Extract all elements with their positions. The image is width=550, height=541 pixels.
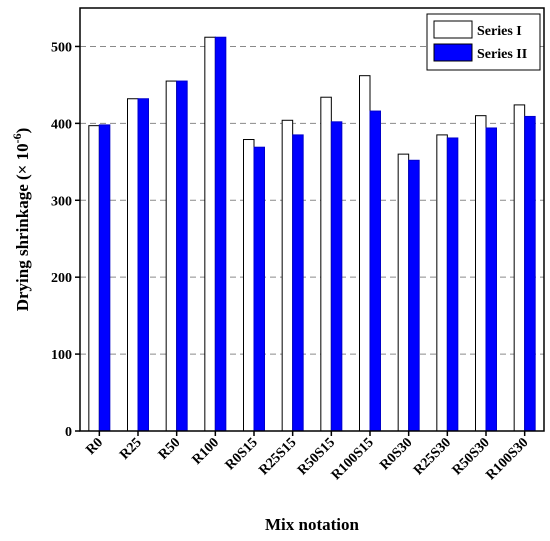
y-axis-title-exponent: -6: [10, 133, 24, 143]
y-tick-label: 400: [51, 117, 72, 132]
x-tick-label-R100S30: R100S30: [483, 435, 531, 483]
bar-series-2-R25: [137, 98, 149, 432]
bar-series-2-R100S30: [524, 115, 536, 432]
x-tick-label-R25S15: R25S15: [256, 435, 299, 478]
x-tick-label-R25: R25: [117, 435, 145, 463]
legend-label-series-2: Series II: [477, 47, 527, 62]
x-tick-label-R0: R0: [83, 435, 106, 458]
bar-series-1-R50S30: [475, 115, 487, 432]
plot-frame: [79, 7, 545, 432]
bar-series-2-R100S15: [369, 110, 381, 432]
x-tick-label-R50: R50: [156, 435, 184, 463]
bar-series-2-R0S15: [253, 146, 265, 432]
bar-series-1-R50S15: [320, 96, 332, 432]
gridlines: [80, 45, 544, 355]
bar-series-1-R0S30: [397, 153, 410, 432]
y-tick-label: 300: [51, 194, 72, 209]
y-tick-label: 0: [65, 425, 72, 440]
legend: Series I Series II: [426, 13, 541, 71]
bar-series-1-R25S30: [436, 134, 448, 432]
bar-series-2-R25S15: [292, 134, 304, 432]
bar-series-1-R0S15: [243, 139, 255, 432]
y-tick-label: 200: [51, 271, 72, 286]
bar-series-2-R0: [98, 124, 111, 432]
bar-series-2-R25S30: [446, 137, 459, 432]
legend-swatch-series-1: [433, 20, 473, 39]
x-axis-title: Mix notation: [265, 515, 360, 534]
bar-series-2-R100: [214, 36, 227, 432]
y-axis-title-close: ): [13, 128, 32, 134]
x-tick-label-R25S30: R25S30: [411, 435, 454, 478]
y-axis-title-main: Drying shrinkage (× 10: [13, 143, 32, 311]
bar-series-1-R25S15: [281, 119, 294, 432]
y-tick-label: 500: [51, 40, 72, 55]
bar-series-2-R50S30: [485, 127, 497, 432]
y-tick-label: 100: [51, 348, 72, 363]
bar-series-1-R50: [165, 80, 178, 432]
x-tick-label-R100: R100: [190, 435, 223, 468]
bar-series-1-R25: [127, 98, 139, 432]
bar-series-1-R100S15: [359, 75, 371, 432]
bar-series-1-R0: [88, 125, 100, 432]
legend-swatch-series-2: [433, 43, 473, 62]
y-axis-title: Drying shrinkage (× 10-6): [10, 128, 32, 312]
bars: [88, 36, 536, 432]
bar-series-2-R50: [176, 80, 188, 432]
bar-series-2-R0S30: [408, 159, 420, 432]
bar-series-1-R100: [204, 36, 216, 432]
bar-series-1-R100S30: [513, 104, 526, 432]
legend-label-series-1: Series I: [477, 24, 522, 39]
y-axis: 0 100 200 300 400 500: [51, 40, 80, 440]
bar-series-2-R50S15: [330, 121, 343, 432]
x-tick-label-R100S15: R100S15: [329, 435, 377, 483]
